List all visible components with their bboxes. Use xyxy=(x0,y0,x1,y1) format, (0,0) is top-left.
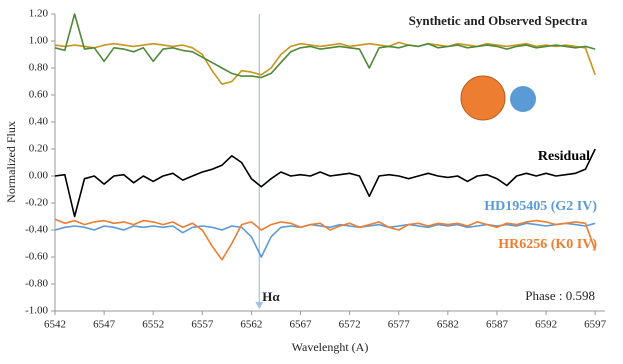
y-tick-label: -0.60 xyxy=(25,251,48,263)
x-tick-label: 6547 xyxy=(93,319,116,331)
series-label: HR6256 (K0 IV) xyxy=(498,237,597,252)
y-tick-label: -0.40 xyxy=(25,224,48,236)
y-tick-label: -0.80 xyxy=(25,278,48,290)
annotation: Synthetic and Observed Spectra xyxy=(409,13,588,28)
series-label: HD195405 (G2 IV) xyxy=(484,199,597,214)
x-tick-label: 6582 xyxy=(437,319,459,331)
x-tick-label: 6567 xyxy=(290,319,313,331)
series-label: Residual xyxy=(538,149,590,164)
star-icon xyxy=(510,86,536,112)
x-tick-label: 6577 xyxy=(388,319,411,331)
x-tick-label: 6542 xyxy=(44,319,66,331)
spectrum-line xyxy=(54,148,596,218)
y-tick-label: 0.80 xyxy=(29,62,49,74)
reference-arrow xyxy=(255,302,264,309)
x-tick-label: 6562 xyxy=(240,319,262,331)
x-tick-label: 6597 xyxy=(584,319,607,331)
y-tick-label: 0.60 xyxy=(29,89,49,101)
annotation: Phase : 0.598 xyxy=(525,288,595,303)
x-tick-label: 6552 xyxy=(142,319,164,331)
x-tick-label: 6592 xyxy=(535,319,557,331)
spectrum-line xyxy=(54,13,596,79)
y-tick-label: 0.00 xyxy=(29,170,49,182)
x-tick-label: 6557 xyxy=(191,319,214,331)
spectrum-line xyxy=(54,218,596,261)
y-tick-label: 0.20 xyxy=(29,143,49,155)
x-axis-label: Wavelenght (A) xyxy=(292,340,369,354)
reference-label: Hα xyxy=(262,289,280,304)
star-icon xyxy=(460,75,506,121)
y-axis-label: Normalized Flux xyxy=(4,121,18,203)
y-tick-label: -1.00 xyxy=(25,305,48,317)
y-tick-label: -0.20 xyxy=(25,197,48,209)
spectrum-line xyxy=(54,41,596,85)
x-tick-label: 6572 xyxy=(339,319,361,331)
y-tick-label: 1.20 xyxy=(29,8,49,20)
y-tick-label: 1.00 xyxy=(29,35,49,47)
y-tick-label: 0.40 xyxy=(29,116,49,128)
x-tick-label: 6587 xyxy=(486,319,509,331)
